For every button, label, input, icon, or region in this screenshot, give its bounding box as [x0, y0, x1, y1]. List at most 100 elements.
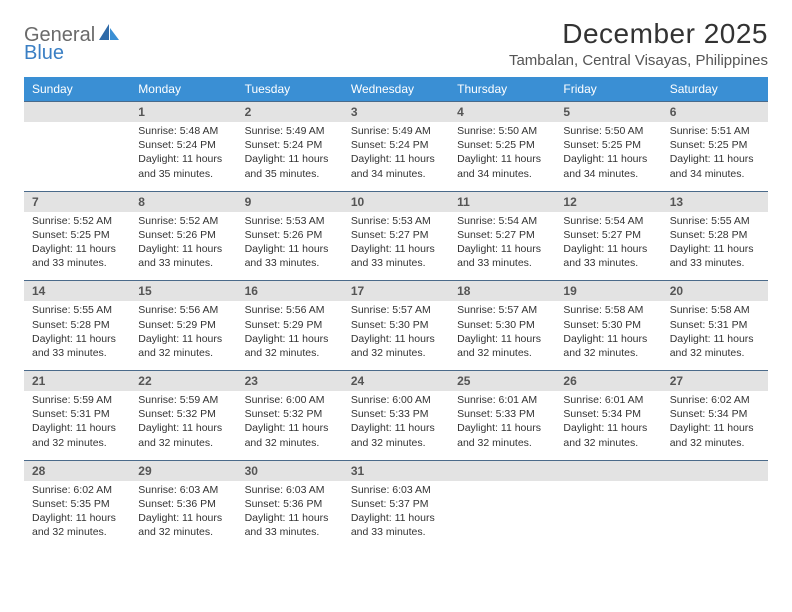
daylight-line: Daylight: 11 hours and 35 minutes. [245, 152, 335, 180]
sunset-line: Sunset: 5:27 PM [563, 228, 653, 242]
day-detail-cell: Sunrise: 5:57 AMSunset: 5:30 PMDaylight:… [343, 301, 449, 370]
sunrise-line: Sunrise: 6:03 AM [245, 483, 335, 497]
sunrise-line: Sunrise: 5:57 AM [457, 303, 547, 317]
daylight-line: Daylight: 11 hours and 34 minutes. [457, 152, 547, 180]
daylight-line: Daylight: 11 hours and 33 minutes. [351, 242, 441, 270]
day-detail-cell: Sunrise: 5:49 AMSunset: 5:24 PMDaylight:… [343, 122, 449, 191]
sunset-line: Sunset: 5:28 PM [670, 228, 760, 242]
day-detail-cell: Sunrise: 5:55 AMSunset: 5:28 PMDaylight:… [662, 212, 768, 281]
sunset-line: Sunset: 5:32 PM [138, 407, 228, 421]
sunrise-line: Sunrise: 5:58 AM [670, 303, 760, 317]
daylight-line: Daylight: 11 hours and 33 minutes. [32, 332, 122, 360]
day-detail-cell: Sunrise: 5:58 AMSunset: 5:30 PMDaylight:… [555, 301, 661, 370]
day-detail-row: Sunrise: 5:59 AMSunset: 5:31 PMDaylight:… [24, 391, 768, 460]
sunrise-line: Sunrise: 6:01 AM [563, 393, 653, 407]
day-detail-cell: Sunrise: 5:52 AMSunset: 5:26 PMDaylight:… [130, 212, 236, 281]
title-block: December 2025 Tambalan, Central Visayas,… [509, 18, 768, 69]
daylight-line: Daylight: 11 hours and 33 minutes. [245, 242, 335, 270]
day-number-cell [449, 460, 555, 481]
sunset-line: Sunset: 5:24 PM [138, 138, 228, 152]
sunset-line: Sunset: 5:37 PM [351, 497, 441, 511]
sunset-line: Sunset: 5:28 PM [32, 318, 122, 332]
day-number-cell: 31 [343, 460, 449, 481]
sunset-line: Sunset: 5:27 PM [457, 228, 547, 242]
daylight-line: Daylight: 11 hours and 32 minutes. [32, 421, 122, 449]
daylight-line: Daylight: 11 hours and 32 minutes. [245, 332, 335, 360]
day-detail-cell: Sunrise: 5:54 AMSunset: 5:27 PMDaylight:… [555, 212, 661, 281]
day-detail-cell [555, 481, 661, 550]
header: General December 2025 Tambalan, Central … [24, 18, 768, 69]
day-detail-cell: Sunrise: 6:01 AMSunset: 5:33 PMDaylight:… [449, 391, 555, 460]
sunrise-line: Sunrise: 5:52 AM [32, 214, 122, 228]
day-number-cell: 3 [343, 102, 449, 123]
sunrise-line: Sunrise: 6:03 AM [138, 483, 228, 497]
daylight-line: Daylight: 11 hours and 32 minutes. [457, 421, 547, 449]
sunset-line: Sunset: 5:25 PM [457, 138, 547, 152]
daylight-line: Daylight: 11 hours and 32 minutes. [351, 421, 441, 449]
day-number-cell: 29 [130, 460, 236, 481]
daylight-line: Daylight: 11 hours and 32 minutes. [245, 421, 335, 449]
weekday-header: Saturday [662, 77, 768, 102]
sunset-line: Sunset: 5:25 PM [670, 138, 760, 152]
sunrise-line: Sunrise: 5:56 AM [245, 303, 335, 317]
sunrise-line: Sunrise: 5:50 AM [457, 124, 547, 138]
day-detail-cell: Sunrise: 5:56 AMSunset: 5:29 PMDaylight:… [130, 301, 236, 370]
day-number-cell [662, 460, 768, 481]
daylight-line: Daylight: 11 hours and 33 minutes. [351, 511, 441, 539]
day-detail-row: Sunrise: 5:52 AMSunset: 5:25 PM Daylight:… [24, 212, 768, 281]
day-detail-cell [449, 481, 555, 550]
day-detail-cell: Sunrise: 5:50 AMSunset: 5:25 PMDaylight:… [555, 122, 661, 191]
day-detail-cell: Sunrise: 5:56 AMSunset: 5:29 PMDaylight:… [237, 301, 343, 370]
daylight-line: Daylight: 11 hours and 33 minutes. [670, 242, 760, 270]
daylight-line: Daylight: 11 hours and 33 minutes. [245, 511, 335, 539]
day-detail-cell: Sunrise: 6:00 AMSunset: 5:33 PMDaylight:… [343, 391, 449, 460]
sunrise-line: Sunrise: 5:54 AM [457, 214, 547, 228]
daylight-line: Daylight: 11 hours and 32 minutes. [138, 421, 228, 449]
calendar-table: Sunday Monday Tuesday Wednesday Thursday… [24, 77, 768, 549]
day-number-cell: 26 [555, 371, 661, 392]
sunset-line: Sunset: 5:24 PM [245, 138, 335, 152]
day-number-cell: 24 [343, 371, 449, 392]
day-number-row: 123456 [24, 102, 768, 123]
day-detail-cell: Sunrise: 5:49 AMSunset: 5:24 PMDaylight:… [237, 122, 343, 191]
sunrise-line: Sunrise: 5:56 AM [138, 303, 228, 317]
day-detail-cell: Sunrise: 6:02 AMSunset: 5:34 PMDaylight:… [662, 391, 768, 460]
daylight-line: Daylight: 11 hours and 32 minutes. [670, 332, 760, 360]
day-number-cell: 16 [237, 281, 343, 302]
day-detail-row: Sunrise: 6:02 AMSunset: 5:35 PMDaylight:… [24, 481, 768, 550]
day-number-cell: 17 [343, 281, 449, 302]
weekday-header: Monday [130, 77, 236, 102]
day-detail-cell: Sunrise: 5:59 AMSunset: 5:32 PMDaylight:… [130, 391, 236, 460]
sunset-line: Sunset: 5:25 PM [32, 228, 122, 242]
daylight-line: Daylight: 11 hours and 32 minutes. [138, 332, 228, 360]
day-number-cell: 21 [24, 371, 130, 392]
day-detail-cell: Sunrise: 5:53 AMSunset: 5:26 PMDaylight:… [237, 212, 343, 281]
sunrise-line: Sunrise: 5:55 AM [32, 303, 122, 317]
sunset-line: Sunset: 5:33 PM [457, 407, 547, 421]
daylight-line: Daylight: 11 hours and 33 minutes. [563, 242, 653, 270]
weekday-header: Sunday [24, 77, 130, 102]
sunset-line: Sunset: 5:29 PM [138, 318, 228, 332]
day-number-cell: 27 [662, 371, 768, 392]
sunrise-line: Sunrise: 5:57 AM [351, 303, 441, 317]
daylight-line: Daylight: 11 hours and 32 minutes. [457, 332, 547, 360]
sunrise-line: Sunrise: 6:00 AM [245, 393, 335, 407]
sunset-line: Sunset: 5:32 PM [245, 407, 335, 421]
day-number-cell: 23 [237, 371, 343, 392]
sunset-line: Sunset: 5:25 PM [563, 138, 653, 152]
sunset-line: Sunset: 5:26 PM [138, 228, 228, 242]
day-number-row: 78910111213 [24, 191, 768, 212]
sunset-line: Sunset: 5:36 PM [245, 497, 335, 511]
sunrise-line: Sunrise: 5:49 AM [245, 124, 335, 138]
day-number-cell: 13 [662, 191, 768, 212]
sunrise-line: Sunrise: 5:48 AM [138, 124, 228, 138]
day-number-cell: 12 [555, 191, 661, 212]
day-number-cell [24, 102, 130, 123]
daylight-line: Daylight: 11 hours and 32 minutes. [563, 332, 653, 360]
day-number-cell: 20 [662, 281, 768, 302]
day-detail-cell: Sunrise: 5:50 AMSunset: 5:25 PMDaylight:… [449, 122, 555, 191]
day-number-row: 14151617181920 [24, 281, 768, 302]
day-number-cell: 14 [24, 281, 130, 302]
sunrise-line: Sunrise: 5:53 AM [351, 214, 441, 228]
logo-word-blue-wrap: Blue [24, 42, 64, 65]
